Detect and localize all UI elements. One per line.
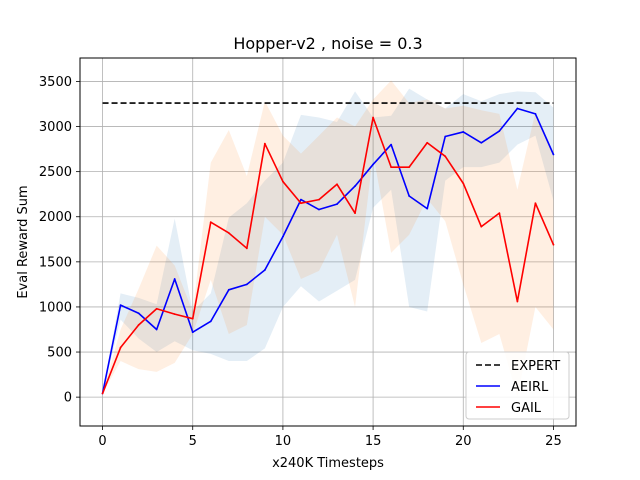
point-aeirl — [263, 269, 266, 271]
y-tick-label: 1000 — [39, 300, 72, 315]
point-gail — [444, 155, 447, 158]
point-aeirl — [318, 208, 320, 211]
point-gail — [191, 317, 194, 320]
line-gail — [101, 116, 555, 394]
point-gail — [300, 202, 302, 205]
point-gail — [372, 116, 374, 119]
y-tick-label: 500 — [47, 346, 72, 361]
x-tick-label: 5 — [189, 434, 197, 449]
line-aeirl — [101, 107, 555, 394]
point-aeirl — [480, 141, 483, 144]
point-gail — [390, 166, 393, 169]
point-aeirl — [155, 328, 158, 331]
point-gail — [354, 212, 356, 215]
y-tick-label: 2500 — [39, 165, 72, 180]
confidence-bands — [102, 80, 554, 398]
legend-label-aeirl: AEIRL — [511, 380, 549, 395]
point-aeirl — [552, 153, 555, 156]
chart-title: Hopper-v2 , noise = 0.3 — [233, 34, 422, 53]
x-tick-label: 15 — [365, 434, 382, 449]
point-aeirl — [516, 107, 519, 110]
point-gail — [137, 324, 140, 326]
y-tick-label: 0 — [64, 391, 72, 406]
point-aeirl — [245, 283, 248, 286]
axis-ticks: 0 5 10 15 20 25 0 500 1000 1500 2000 2500 3000 3500 — [39, 75, 562, 449]
point-aeirl — [354, 185, 356, 187]
x-tick-label: 10 — [275, 434, 292, 449]
point-aeirl — [173, 278, 176, 280]
point-aeirl — [227, 288, 230, 291]
y-tick-label: 3000 — [39, 120, 72, 135]
point-gail — [263, 142, 266, 145]
y-tick-label: 3500 — [39, 75, 72, 90]
legend-label-expert: EXPERT — [511, 359, 560, 374]
legend: EXPERT AEIRL GAIL — [465, 351, 570, 420]
point-gail — [534, 202, 537, 205]
point-aeirl — [137, 312, 140, 315]
point-gail — [498, 212, 501, 215]
point-gail — [173, 313, 176, 316]
band-aeirl — [102, 88, 554, 394]
point-gail — [209, 221, 212, 224]
point-aeirl — [426, 207, 429, 210]
point-gail — [462, 182, 465, 185]
point-gail — [119, 346, 122, 349]
point-gail — [516, 300, 519, 303]
x-tick-label: 20 — [455, 434, 472, 449]
point-gail — [426, 141, 429, 144]
y-tick-label: 2000 — [39, 210, 72, 225]
x-tick-label: 0 — [98, 434, 106, 449]
point-aeirl — [282, 235, 284, 238]
band-gail — [102, 80, 554, 398]
x-axis-title: x240K Timesteps — [272, 456, 384, 471]
y-tick-label: 1500 — [39, 255, 72, 270]
series-lines — [101, 102, 555, 395]
point-aeirl — [408, 195, 411, 197]
point-aeirl — [462, 131, 465, 133]
point-gail — [552, 243, 555, 246]
point-gail — [245, 247, 248, 250]
point-aeirl — [372, 163, 374, 166]
legend-label-gail: GAIL — [511, 401, 542, 416]
point-aeirl — [191, 331, 194, 334]
x-tick-label: 25 — [545, 434, 562, 449]
point-aeirl — [300, 198, 302, 201]
point-gail — [155, 307, 158, 310]
point-gail — [336, 183, 338, 186]
point-aeirl — [119, 304, 122, 307]
legend-box — [465, 351, 570, 420]
y-axis-title: Eval Reward Sum — [16, 185, 31, 298]
point-aeirl — [534, 113, 537, 115]
point-aeirl — [444, 135, 447, 138]
point-aeirl — [390, 143, 393, 146]
point-gail — [318, 198, 320, 201]
plot-frame — [79, 57, 577, 427]
point-gail — [282, 180, 284, 183]
point-gail — [408, 166, 411, 169]
point-aeirl — [209, 320, 212, 323]
point-gail — [480, 225, 483, 228]
point-gail — [101, 392, 104, 395]
point-aeirl — [498, 130, 501, 132]
point-gail — [227, 232, 230, 234]
point-aeirl — [336, 203, 338, 206]
